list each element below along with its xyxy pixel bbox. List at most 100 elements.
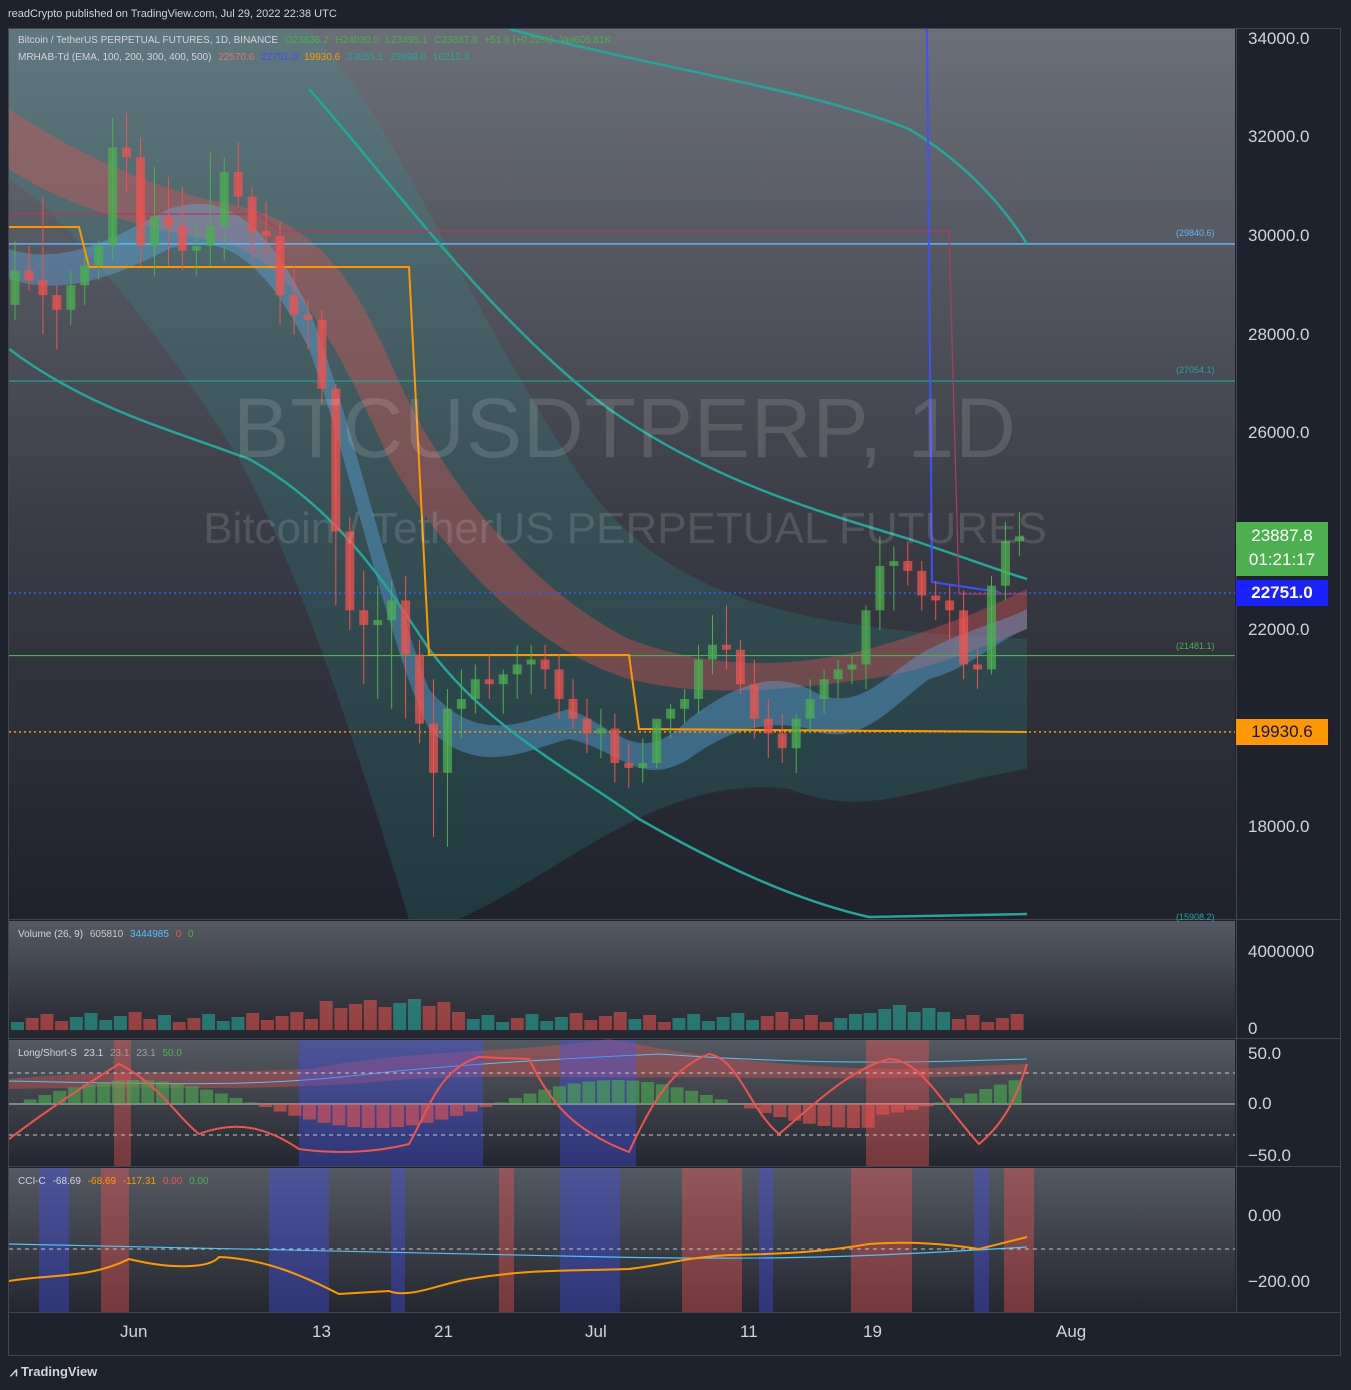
candle-body bbox=[387, 600, 397, 621]
volume-tick: 0 bbox=[1248, 1019, 1258, 1038]
volume-value-2: 3444985 bbox=[129, 929, 169, 940]
ls-bar bbox=[420, 1104, 434, 1123]
candle-body bbox=[456, 698, 466, 709]
candle-body bbox=[568, 698, 578, 719]
ls-bar bbox=[126, 1080, 140, 1104]
cci-value-1: -68.69 bbox=[52, 1176, 81, 1187]
volume-bar bbox=[319, 1001, 333, 1030]
candle-body bbox=[122, 147, 132, 158]
candle-body bbox=[38, 280, 48, 296]
volume-bar bbox=[437, 1002, 451, 1030]
pane-divider[interactable] bbox=[9, 1166, 1340, 1167]
cci-legend[interactable]: CCI-C -68.69 -68.69 -117.31 0.00 0.00 bbox=[18, 1176, 213, 1187]
cci-plot bbox=[9, 1168, 1235, 1313]
ls-value-2: 23.1 bbox=[109, 1048, 130, 1059]
candle-body bbox=[861, 610, 871, 665]
volume-legend[interactable]: Volume (26, 9) 605810 3444985 0 0 bbox=[18, 929, 198, 940]
volume-bar bbox=[143, 1019, 157, 1030]
ls-legend[interactable]: Long/Short-S 23.1 23.1 23.1 50.0 bbox=[18, 1048, 186, 1059]
cci-zone bbox=[269, 1168, 329, 1313]
cci-zone bbox=[560, 1168, 620, 1313]
ls-bar bbox=[655, 1084, 669, 1104]
volume-bar bbox=[525, 1014, 539, 1030]
candle-body bbox=[94, 245, 104, 266]
candle-body bbox=[847, 664, 857, 670]
ls-bar bbox=[23, 1099, 37, 1104]
open-value: O23836.2 bbox=[284, 35, 329, 46]
volume-bar bbox=[760, 1016, 774, 1030]
volume-name: Volume (26, 9) bbox=[18, 929, 84, 940]
last-price-tag: 23887.8 01:21:17 bbox=[1236, 522, 1328, 576]
indicator-legend[interactable]: MRHAB-Td (EMA, 100, 200, 300, 400, 500) … bbox=[18, 52, 473, 63]
brand-name: TradingView bbox=[20, 1364, 98, 1379]
price-tick: 32000.0 bbox=[1248, 127, 1310, 146]
volume-bar bbox=[995, 1018, 1009, 1030]
long-short-histogram bbox=[9, 1040, 1235, 1166]
ls-bar bbox=[685, 1090, 699, 1104]
ls-name: Long/Short-S bbox=[18, 1048, 77, 1059]
volume-bar bbox=[922, 1008, 936, 1030]
ls-bar bbox=[479, 1104, 493, 1108]
volume-bar bbox=[363, 1000, 377, 1030]
ls-bar bbox=[846, 1104, 860, 1128]
ls-bar bbox=[303, 1104, 316, 1120]
cci-value-3: -117.31 bbox=[122, 1176, 157, 1187]
volume-bar bbox=[584, 1020, 598, 1030]
candle-body bbox=[666, 708, 676, 719]
chart-canvas[interactable] bbox=[9, 29, 1340, 1355]
ls-bar bbox=[802, 1104, 816, 1124]
indicator-value-6: 16212.3 bbox=[432, 52, 470, 63]
volume-bar bbox=[731, 1013, 745, 1030]
volume-bar bbox=[804, 1015, 818, 1030]
ls-value-4: 50.0 bbox=[162, 1048, 182, 1059]
ls-bar bbox=[38, 1094, 52, 1104]
candle-body bbox=[680, 698, 690, 709]
support-price-tag: 19930.6 bbox=[1236, 719, 1328, 745]
candle-body bbox=[777, 733, 787, 749]
blue-line bbox=[926, 29, 1000, 593]
pane-divider[interactable] bbox=[9, 1038, 1340, 1039]
candle-body bbox=[721, 644, 731, 650]
volume-bar bbox=[657, 1022, 671, 1030]
volume-value: Vol605.81K bbox=[560, 35, 612, 46]
volume-bar bbox=[687, 1014, 701, 1030]
ls-bar bbox=[832, 1104, 846, 1128]
pane-divider[interactable] bbox=[9, 919, 1340, 920]
volume-bar bbox=[99, 1020, 113, 1030]
ls-value-1: 23.1 bbox=[83, 1048, 104, 1059]
volume-bar bbox=[966, 1015, 980, 1030]
ls-value-3: 23.1 bbox=[136, 1048, 156, 1059]
candle-body bbox=[554, 669, 564, 699]
ls-bar bbox=[773, 1104, 787, 1118]
indicator-value-1: 22570.6 bbox=[218, 52, 255, 63]
volume-bar bbox=[907, 1012, 921, 1030]
candle-body bbox=[959, 610, 969, 665]
cci-zone bbox=[101, 1168, 129, 1313]
brand-icon: ⩘ bbox=[10, 1364, 21, 1379]
candle-body bbox=[833, 669, 843, 680]
ls-bar bbox=[758, 1104, 772, 1113]
ls-bar bbox=[582, 1081, 596, 1104]
volume-bar bbox=[1010, 1014, 1024, 1030]
ls-bar bbox=[435, 1104, 449, 1120]
candle-body bbox=[512, 664, 522, 675]
candle-body bbox=[415, 654, 425, 724]
symbol-legend[interactable]: Bitcoin / TetherUS PERPETUAL FUTURES, 1D… bbox=[18, 35, 615, 46]
ls-tick: 0.0 bbox=[1248, 1094, 1272, 1113]
tradingview-logo[interactable]: ⩘ TradingView bbox=[10, 1364, 97, 1380]
candle-body bbox=[791, 718, 801, 749]
ls-bar bbox=[82, 1084, 96, 1104]
level-label-15908: (15908.2) bbox=[1176, 912, 1215, 922]
candle-body bbox=[219, 171, 229, 227]
symbol-title: Bitcoin / TetherUS PERPETUAL FUTURES, 1D… bbox=[18, 35, 279, 46]
candles bbox=[10, 112, 1024, 847]
volume-bar bbox=[334, 1008, 348, 1030]
volume-bar bbox=[422, 1006, 436, 1030]
candle-body bbox=[596, 728, 606, 734]
volume-bar bbox=[628, 1019, 642, 1030]
level-label-27054: (27054.1) bbox=[1176, 365, 1215, 375]
candle-body bbox=[708, 644, 717, 660]
volume-bar bbox=[790, 1019, 804, 1030]
volume-bar bbox=[834, 1018, 848, 1030]
red-ribbon bbox=[9, 109, 1027, 691]
